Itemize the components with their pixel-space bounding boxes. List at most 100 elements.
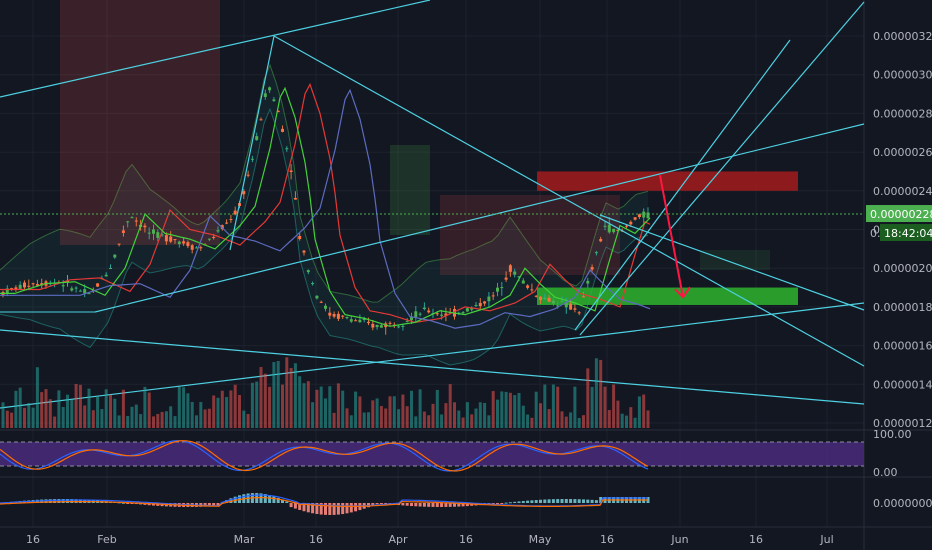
candle-body xyxy=(358,319,362,323)
volume-bar xyxy=(491,391,495,428)
candle-body xyxy=(255,136,259,141)
candle-body xyxy=(534,295,538,297)
volume-bar xyxy=(233,384,237,428)
macd-histogram-bar xyxy=(53,499,57,503)
volume-bar xyxy=(534,391,538,428)
volume-bar xyxy=(18,387,22,428)
candle-body xyxy=(397,326,401,328)
volume-bar xyxy=(276,360,280,428)
candle-body xyxy=(569,303,573,310)
candle-body xyxy=(444,313,448,316)
time-tick-label: 16 xyxy=(309,533,323,546)
volume-bar xyxy=(637,396,641,428)
macd-histogram-bar xyxy=(276,497,280,503)
time-tick-label: Jul xyxy=(819,533,833,546)
volume-bar xyxy=(199,402,203,428)
time-tick-label: 16 xyxy=(459,533,473,546)
volume-bar xyxy=(336,383,340,428)
candle-body xyxy=(504,277,508,280)
candle-body xyxy=(405,320,409,322)
volume-bar xyxy=(551,384,555,428)
candle-body xyxy=(134,220,138,222)
volume-bar xyxy=(341,390,345,428)
candle-body xyxy=(526,285,530,288)
volume-bar xyxy=(152,416,155,428)
macd-histogram-bar xyxy=(547,499,551,503)
candle-body xyxy=(478,302,482,307)
candle-body xyxy=(633,217,637,220)
volume-bar xyxy=(392,396,396,428)
volume-bar xyxy=(465,402,469,428)
macd-histogram-bar xyxy=(418,503,422,507)
macd-histogram-bar xyxy=(263,494,267,503)
volume-bar xyxy=(332,412,336,428)
macd-histogram-bar xyxy=(564,499,568,503)
macd-histogram-bar xyxy=(311,503,315,514)
volume-bar xyxy=(207,408,211,428)
candle-body xyxy=(207,238,211,240)
time-tick-label: Jun xyxy=(670,533,688,546)
volume-bar xyxy=(517,393,521,428)
macd-histogram-bar xyxy=(285,501,289,503)
macd-histogram-bar xyxy=(61,499,65,503)
volume-bar xyxy=(410,390,413,428)
macd-histogram-bar xyxy=(126,503,130,504)
moving-average-blue xyxy=(0,88,651,329)
candle-body xyxy=(96,283,100,287)
candle-body xyxy=(173,239,177,241)
macd-histogram-bar xyxy=(375,503,379,505)
macd-histogram-bar xyxy=(268,495,272,503)
macd-histogram-bar xyxy=(422,503,426,507)
price-panel[interactable] xyxy=(0,0,865,428)
candle-body xyxy=(414,311,418,317)
volume-bar xyxy=(216,397,220,428)
volume-bar xyxy=(160,411,164,428)
volume-bar xyxy=(453,402,456,428)
candle-body xyxy=(435,313,439,315)
volume-bar xyxy=(27,402,31,428)
volume-bar xyxy=(272,362,276,428)
volume-bar xyxy=(268,386,272,428)
candle-body xyxy=(233,210,237,215)
candle-body xyxy=(474,304,478,306)
candle-body xyxy=(586,280,590,284)
candle-body xyxy=(268,87,272,91)
macd-histogram-bar xyxy=(410,503,413,507)
volume-bar xyxy=(379,406,383,428)
volume-bar xyxy=(195,415,198,428)
volume-bar xyxy=(186,393,190,428)
candle-body xyxy=(539,296,542,300)
candle-body xyxy=(117,243,121,245)
candle-body xyxy=(70,288,74,291)
candle-body xyxy=(164,235,168,242)
volume-bar xyxy=(397,409,401,428)
volume-bar xyxy=(328,386,332,428)
candle-body xyxy=(547,297,551,302)
macd-panel[interactable] xyxy=(0,493,650,515)
macd-histogram-bar xyxy=(371,503,375,506)
volume-bar xyxy=(31,407,35,428)
trendline xyxy=(273,35,865,367)
rsi-panel[interactable] xyxy=(0,440,864,472)
cloud-region-green xyxy=(700,250,770,270)
macd-histogram-bar xyxy=(272,496,276,503)
candle-body xyxy=(246,174,250,176)
candle-body xyxy=(156,232,160,238)
candle-body xyxy=(521,280,525,284)
macd-histogram-bar xyxy=(551,499,555,503)
candle-body xyxy=(642,211,646,218)
time-tick-label: 16 xyxy=(26,533,40,546)
macd-histogram-bar xyxy=(465,503,469,507)
moving-average-green xyxy=(0,86,651,327)
candle-body xyxy=(35,284,39,286)
volume-bar xyxy=(444,403,448,428)
volume-bar xyxy=(470,414,474,428)
volume-bar xyxy=(427,415,431,428)
partial-tick-label: 0. xyxy=(870,227,881,240)
volume-bar xyxy=(457,410,461,428)
candle-body xyxy=(285,148,289,150)
